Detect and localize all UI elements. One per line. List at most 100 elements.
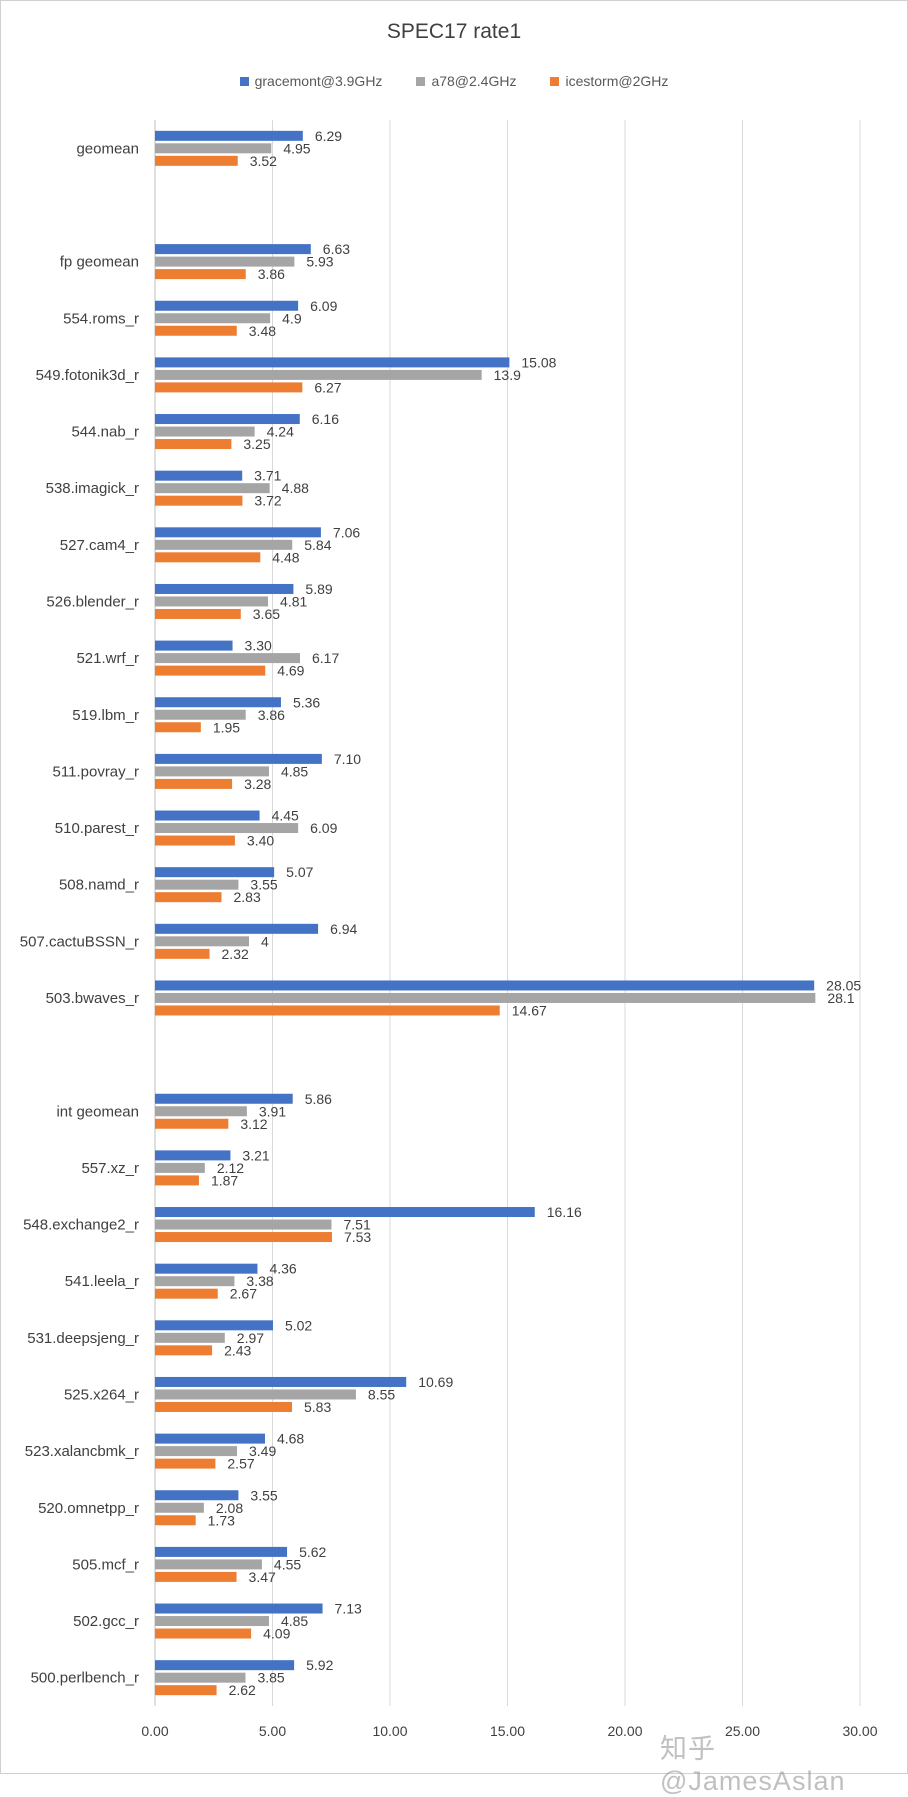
data-label-icestorm: 2.67: [230, 1286, 257, 1302]
category-label: 521.wrf_r: [76, 650, 139, 667]
data-label-icestorm: 2.57: [227, 1456, 254, 1472]
bar-icestorm: [155, 1571, 237, 1582]
bar-icestorm: [155, 1232, 332, 1243]
data-label-gracemont: 4.68: [277, 1431, 304, 1447]
bar-icestorm: [155, 269, 246, 280]
bar-a78: [155, 1616, 269, 1627]
bar-icestorm: [155, 1685, 217, 1696]
bar-gracemont: [155, 1660, 295, 1671]
data-label-gracemont: 4.45: [272, 808, 299, 824]
data-label-a78: 3.91: [259, 1103, 286, 1119]
bar-icestorm: [155, 1458, 216, 1469]
data-label-gracemont: 6.09: [310, 298, 337, 314]
bar-a78: [155, 1389, 356, 1400]
bar-gracemont: [155, 300, 299, 311]
category-label: 549.fotonik3d_r: [36, 367, 139, 384]
bar-gracemont: [155, 923, 319, 934]
data-label-a78: 4.85: [281, 1613, 308, 1629]
bar-icestorm: [155, 948, 210, 959]
category-label: 525.x264_r: [64, 1386, 139, 1403]
x-tick-label-5: 25.00: [725, 1723, 760, 1739]
data-label-a78: 7.51: [343, 1217, 370, 1233]
category-label: 500.perlbench_r: [31, 1670, 139, 1687]
bar-a78: [155, 143, 272, 154]
bar-a78: [155, 766, 269, 777]
data-label-icestorm: 2.32: [222, 946, 249, 962]
x-tick-label-0: 0.00: [141, 1723, 168, 1739]
data-label-icestorm: 3.25: [243, 436, 270, 452]
bar-gracemont: [155, 130, 303, 141]
bar-gracemont: [155, 244, 311, 255]
bar-a78: [155, 1276, 235, 1287]
data-label-icestorm: 14.67: [512, 1002, 547, 1018]
data-label-a78: 4.24: [267, 424, 294, 440]
bar-a78: [155, 823, 299, 834]
legend-item-a78[interactable]: a78@2.4GHz: [416, 73, 516, 89]
bar-gracemont: [155, 414, 300, 425]
data-label-gracemont: 15.08: [521, 354, 556, 370]
bar-icestorm: [155, 722, 201, 733]
bar-gracemont: [155, 1603, 323, 1614]
legend-label-a78: a78@2.4GHz: [431, 73, 517, 89]
legend-item-gracemont[interactable]: gracemont@3.9GHz: [239, 73, 383, 89]
bar-icestorm: [155, 892, 222, 903]
data-label-a78: 2.97: [237, 1330, 264, 1346]
category-label: 531.deepsjeng_r: [27, 1330, 139, 1347]
category-label: 541.leela_r: [65, 1273, 139, 1290]
category-label: 503.bwaves_r: [46, 990, 139, 1007]
bar-icestorm: [155, 382, 303, 393]
x-tick-label-1: 5.00: [259, 1723, 286, 1739]
legend-label-icestorm: icestorm@2GHz: [565, 73, 669, 89]
bar-icestorm: [155, 495, 243, 506]
data-label-gracemont: 5.92: [306, 1657, 333, 1673]
data-label-gracemont: 5.62: [299, 1544, 326, 1560]
bar-icestorm: [155, 1005, 500, 1016]
legend-item-icestorm[interactable]: icestorm@2GHz: [550, 73, 668, 89]
chart-title: SPEC17 rate1: [386, 20, 522, 43]
data-label-icestorm: 1.73: [208, 1512, 235, 1528]
legend-swatch-a78: [416, 76, 426, 86]
bar-a78: [155, 369, 482, 380]
bar-gracemont: [155, 810, 260, 821]
bar-icestorm: [155, 1175, 199, 1186]
data-label-gracemont: 5.89: [305, 581, 332, 597]
bar-gracemont: [155, 1490, 239, 1501]
bar-icestorm: [155, 1628, 252, 1639]
x-tick-label-4: 20.00: [607, 1723, 642, 1739]
bar-gracemont: [155, 527, 321, 538]
data-label-a78: 4.55: [274, 1556, 301, 1572]
bar-a78: [155, 1672, 246, 1683]
bar-gracemont: [155, 1546, 288, 1557]
bar-gracemont: [155, 753, 322, 764]
category-label: 526.blender_r: [46, 593, 139, 610]
bar-gracemont: [155, 1093, 293, 1104]
data-label-icestorm: 4.69: [277, 663, 304, 679]
legend-label-gracemont: gracemont@3.9GHz: [254, 73, 383, 89]
data-label-icestorm: 5.83: [304, 1399, 331, 1415]
category-label: 527.cam4_r: [60, 537, 139, 554]
data-label-a78: 4.9: [282, 310, 302, 326]
data-label-gracemont: 5.02: [285, 1317, 312, 1333]
data-label-icestorm: 4.48: [272, 549, 299, 565]
category-label: 523.xalancbmk_r: [25, 1443, 139, 1460]
data-label-a78: 6.17: [312, 650, 339, 666]
data-label-gracemont: 5.07: [286, 864, 313, 880]
bar-a78: [155, 1162, 205, 1173]
bar-icestorm: [155, 155, 238, 166]
bar-gracemont: [155, 470, 243, 481]
bar-gracemont: [155, 867, 275, 878]
data-label-a78: 4.95: [283, 140, 310, 156]
data-label-a78: 8.55: [368, 1386, 395, 1402]
category-label: 548.exchange2_r: [23, 1217, 139, 1234]
bar-gracemont: [155, 1207, 535, 1218]
data-label-icestorm: 6.27: [314, 379, 341, 395]
data-label-a78: 3.85: [257, 1670, 284, 1686]
data-label-icestorm: 3.48: [249, 323, 276, 339]
bar-icestorm: [155, 608, 241, 619]
category-label: 507.cactuBSSN_r: [20, 933, 139, 950]
data-label-a78: 3.49: [249, 1443, 276, 1459]
data-label-gracemont: 3.21: [242, 1147, 269, 1163]
bar-a78: [155, 426, 255, 437]
data-label-gracemont: 5.36: [293, 694, 320, 710]
bar-a78: [155, 313, 271, 324]
